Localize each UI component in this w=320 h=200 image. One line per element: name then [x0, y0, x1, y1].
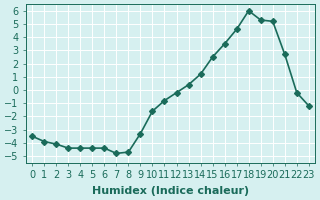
X-axis label: Humidex (Indice chaleur): Humidex (Indice chaleur)	[92, 186, 249, 196]
